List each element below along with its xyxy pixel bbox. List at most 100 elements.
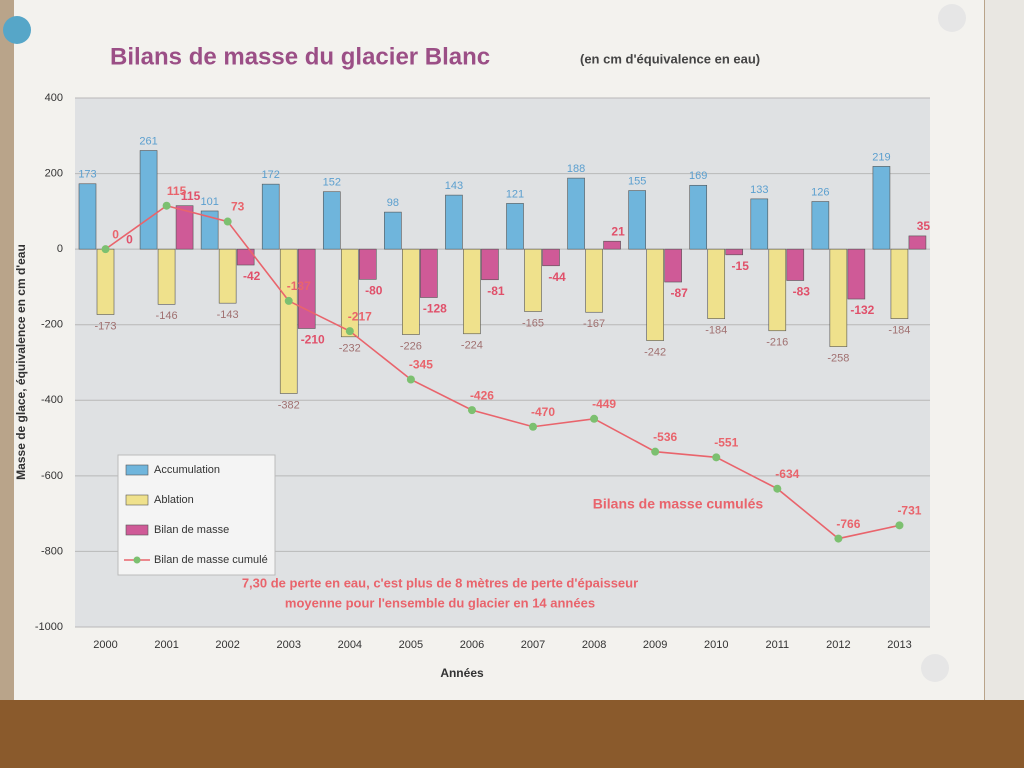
y-tick-label: -200 <box>41 319 63 331</box>
legend-box <box>117 454 276 576</box>
bar <box>261 183 280 250</box>
bar <box>890 248 909 319</box>
data-label: -173 <box>94 320 116 332</box>
data-label: 152 <box>323 177 341 189</box>
data-label: 172 <box>262 169 280 181</box>
bar <box>750 198 769 250</box>
data-label: 188 <box>567 163 585 175</box>
legend-label: Bilan de masse <box>154 524 229 536</box>
y-axis-label: Masse de glace, équivalence en cm d'eau <box>14 244 28 480</box>
data-label: 173 <box>78 169 96 181</box>
marker <box>773 484 782 493</box>
data-label: -128 <box>423 302 447 316</box>
marker <box>529 422 538 431</box>
chart-subtitle: (en cm d'équivalence en eau) <box>580 51 760 66</box>
data-label: -83 <box>793 285 811 299</box>
legend-swatch <box>125 464 149 476</box>
bar <box>481 248 499 281</box>
y-tick-label: -800 <box>41 545 63 557</box>
bar <box>524 248 542 312</box>
y-tick-label: 200 <box>45 167 63 179</box>
x-tick-label: 2011 <box>765 639 789 651</box>
data-label: 21 <box>611 224 625 238</box>
legend-label: Accumulation <box>154 464 220 476</box>
bar <box>384 211 402 250</box>
bar <box>506 203 524 250</box>
y-tick-label: 400 <box>45 92 63 104</box>
data-label: 261 <box>139 135 157 147</box>
bar <box>603 240 621 250</box>
bar <box>542 248 560 267</box>
bar <box>175 205 194 250</box>
data-label: 101 <box>200 196 218 208</box>
x-tick-label: 2009 <box>643 639 667 651</box>
bar <box>689 184 708 250</box>
bar <box>585 248 603 313</box>
legend-marker <box>133 556 141 564</box>
bar <box>78 183 97 250</box>
pin <box>921 654 949 682</box>
chart-title: Bilans de masse du glacier Blanc <box>110 43 490 70</box>
bar <box>872 166 891 250</box>
y-tick-label: -1000 <box>35 621 63 633</box>
bar <box>322 191 341 250</box>
data-label: -210 <box>301 333 325 347</box>
data-label: -146 <box>156 310 178 322</box>
data-label: -345 <box>409 358 433 372</box>
bar <box>445 194 463 250</box>
x-tick-label: 2008 <box>582 639 606 651</box>
data-label: -184 <box>888 325 910 337</box>
data-label: -184 <box>705 325 727 337</box>
x-tick-label: 2003 <box>277 639 301 651</box>
bar <box>646 248 664 341</box>
data-label: -87 <box>670 286 688 300</box>
pin <box>938 4 966 32</box>
bar <box>908 235 927 250</box>
data-label: -634 <box>775 467 799 481</box>
data-label: -226 <box>400 340 422 352</box>
data-label: -80 <box>365 284 383 298</box>
data-label: -224 <box>461 340 483 352</box>
x-axis-label: Années <box>440 666 484 680</box>
data-label: 126 <box>811 186 829 198</box>
marker <box>101 245 110 254</box>
data-label: 115 <box>167 184 187 198</box>
y-tick-label: 0 <box>57 243 63 255</box>
bar <box>811 201 830 250</box>
bar <box>420 248 438 298</box>
marker <box>590 414 599 423</box>
bar <box>664 248 682 283</box>
bar <box>786 248 805 281</box>
bar <box>297 248 316 329</box>
x-tick-label: 2012 <box>826 639 850 651</box>
x-tick-label: 2010 <box>704 639 728 651</box>
bar <box>829 248 848 347</box>
data-label: 219 <box>872 151 890 163</box>
bar <box>279 248 298 394</box>
bar <box>200 210 219 250</box>
bar <box>358 248 377 280</box>
x-tick-label: 2000 <box>93 639 117 651</box>
bar <box>340 248 359 338</box>
marker <box>895 521 904 530</box>
note: moyenne pour l'ensemble du glacier en 14… <box>285 595 595 610</box>
data-label: -143 <box>217 309 239 321</box>
line <box>105 204 900 540</box>
data-label: -536 <box>653 430 677 444</box>
side-paper <box>985 0 1024 700</box>
annotation: Bilans de masse cumulés <box>593 496 764 512</box>
data-label: -258 <box>827 353 849 365</box>
data-label: -132 <box>850 303 874 317</box>
data-label: -470 <box>531 405 555 419</box>
data-label: 73 <box>231 200 245 214</box>
bar <box>567 177 585 250</box>
marker <box>223 217 232 226</box>
x-tick-label: 2007 <box>521 639 545 651</box>
x-tick-label: 2002 <box>215 639 239 651</box>
data-label: -137 <box>287 279 311 293</box>
data-label: -449 <box>592 397 616 411</box>
data-label: -42 <box>243 269 261 283</box>
legend-label: Ablation <box>154 494 194 506</box>
data-label: -242 <box>644 346 666 358</box>
